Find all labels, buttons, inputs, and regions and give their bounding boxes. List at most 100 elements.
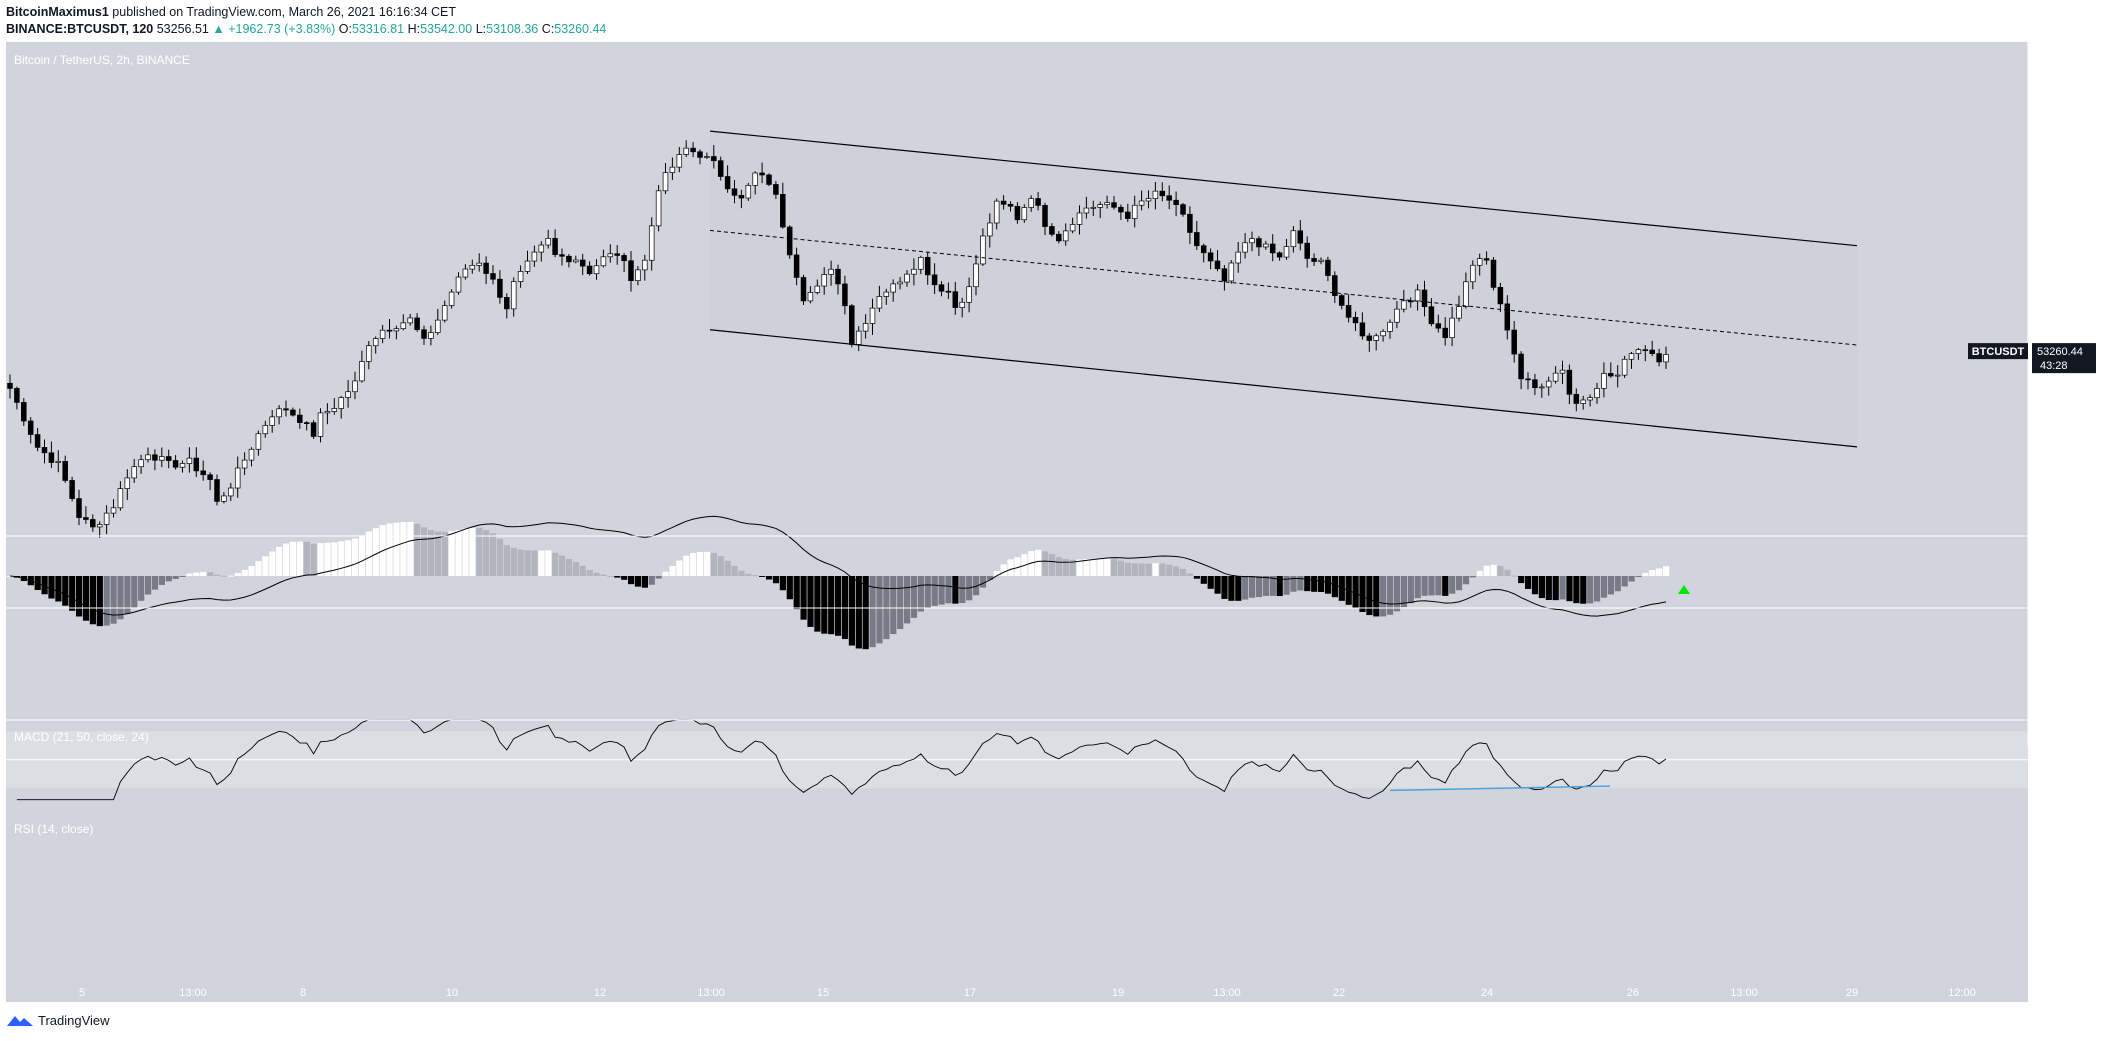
candle	[918, 255, 924, 275]
candle	[752, 171, 758, 195]
footer-brand[interactable]: TradingView	[6, 1012, 110, 1028]
y-tick-label: 48000.00	[2040, 480, 2086, 492]
candle-body	[538, 244, 545, 253]
candle	[862, 314, 869, 339]
price-pane[interactable]	[7, 130, 1858, 538]
candle-body	[1545, 380, 1552, 388]
candle	[62, 455, 68, 483]
macd-histogram-bar	[1131, 563, 1138, 576]
macd-histogram-bar	[324, 542, 331, 576]
candle	[1642, 345, 1649, 362]
candle	[1111, 196, 1117, 210]
macd-histogram-bar	[1249, 576, 1256, 598]
candle	[759, 162, 765, 184]
candle	[90, 514, 96, 532]
candle-body	[621, 255, 627, 262]
candle-body	[41, 447, 48, 454]
candle	[1614, 365, 1621, 388]
candle	[524, 250, 531, 274]
macd-histogram-bar	[248, 566, 255, 576]
macd-histogram-bar	[897, 576, 904, 630]
candle	[1332, 271, 1338, 304]
macd-histogram-bar	[1035, 549, 1042, 576]
candle	[711, 145, 717, 169]
macd-histogram-bar	[814, 576, 821, 632]
macd-histogram-bar	[1166, 564, 1173, 576]
macd-histogram-bar	[76, 576, 83, 617]
candle-body	[862, 323, 869, 332]
candle	[234, 456, 241, 498]
candle	[490, 265, 496, 285]
candle-body	[1118, 206, 1124, 213]
candle	[655, 185, 662, 232]
candle	[103, 505, 110, 535]
candle	[1056, 231, 1062, 244]
rsi-pane[interactable]	[6, 719, 2028, 801]
candle-body	[214, 479, 220, 502]
macd-histogram-bar	[1159, 563, 1166, 576]
macd-histogram-bar	[690, 552, 697, 576]
candle-body	[1421, 289, 1428, 308]
macd-histogram-bar	[924, 576, 931, 608]
candle	[193, 447, 200, 477]
candle-body	[138, 459, 144, 468]
candle	[1428, 298, 1435, 327]
candle-body	[1131, 204, 1138, 219]
candle	[1214, 250, 1221, 272]
candle-body	[552, 238, 558, 255]
candle-body	[1456, 306, 1462, 319]
macd-pane[interactable]	[7, 515, 1690, 650]
macd-histogram-bar	[186, 573, 193, 576]
macd-histogram-bar	[1331, 576, 1338, 598]
macd-histogram-bar	[200, 572, 207, 576]
macd-histogram-bar	[158, 576, 165, 585]
price-chart[interactable]: 47000.00 48000.00 49000.00 50000.00 51000.00…	[0, 42, 2107, 1002]
candle-body	[1007, 203, 1014, 207]
candle	[255, 430, 262, 456]
candle-body	[352, 380, 358, 393]
candle-body	[1062, 230, 1069, 242]
candle	[1338, 293, 1345, 310]
candle-body	[524, 260, 531, 272]
macd-histogram-bar	[338, 541, 345, 576]
macd-histogram-bar	[1242, 576, 1249, 600]
candle	[386, 318, 393, 339]
candle-body	[1194, 232, 1200, 247]
candle	[1049, 223, 1055, 237]
candle	[165, 449, 172, 469]
candle	[48, 441, 55, 468]
candle	[214, 474, 220, 506]
y-tick-label: 56000.00	[2040, 276, 2086, 288]
candle	[786, 225, 793, 259]
candle	[1504, 295, 1511, 340]
macd-histogram-bar	[600, 574, 607, 576]
candle-body	[1504, 303, 1511, 331]
macd-histogram-bar	[524, 550, 531, 576]
last-price-countdown: 43:28	[2040, 360, 2068, 372]
candle-body	[759, 172, 765, 176]
candle-body	[793, 254, 800, 278]
x-tick-label: 13:00	[1730, 987, 1758, 999]
candle-body	[1525, 378, 1531, 381]
candle	[1373, 333, 1379, 351]
close-value: 53260.44	[554, 22, 607, 36]
candle	[1290, 226, 1297, 253]
candle	[517, 265, 524, 288]
candle	[421, 325, 427, 346]
candle-body	[731, 188, 738, 196]
candle	[497, 270, 503, 304]
macd-histogram-bar	[296, 541, 303, 576]
macd-histogram-bar	[703, 551, 711, 576]
macd-histogram-bar	[372, 528, 379, 576]
pane-title: Bitcoin / TetherUS, 2h, BINANCE	[14, 53, 190, 67]
author-name[interactable]: BitcoinMaximus1	[6, 5, 109, 19]
macd-histogram-bar	[151, 576, 159, 590]
macd-histogram-bar	[276, 546, 283, 576]
macd-histogram-bar	[1538, 576, 1545, 599]
macd-histogram-bar	[1228, 576, 1235, 601]
candle	[1649, 340, 1655, 357]
candle-body	[1587, 397, 1593, 401]
candle-body	[1449, 317, 1455, 339]
candle-body	[635, 269, 641, 282]
macd-histogram-bar	[697, 552, 704, 576]
